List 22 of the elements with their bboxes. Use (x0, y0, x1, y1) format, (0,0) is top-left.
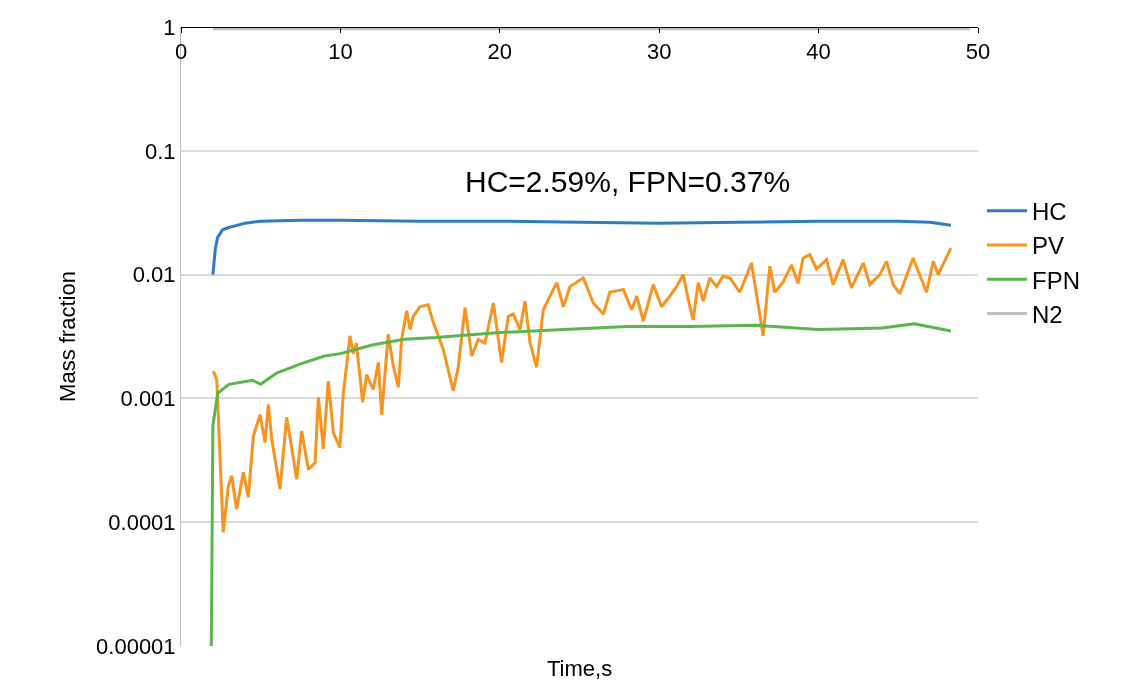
legend-label: PV (1031, 232, 1064, 260)
x-tick-label: 20 (487, 39, 513, 65)
y-tick-label: 1 (163, 14, 176, 40)
legend-label: FPN (1031, 266, 1080, 294)
legend-label: HC (1031, 198, 1067, 226)
y-tick-label: 0.001 (120, 386, 176, 412)
x-tick-label: 0 (174, 39, 188, 65)
y-axis-title: Mass fraction (54, 271, 80, 402)
x-tick-label: 40 (806, 39, 831, 65)
y-tick-label: 0.1 (145, 138, 176, 164)
line-series (211, 246, 953, 534)
x-tick-label: 50 (965, 39, 991, 65)
y-tick-label: 0.00001 (96, 633, 176, 659)
line-series (209, 322, 953, 646)
y-tick-label: 0.01 (132, 262, 176, 288)
legend-label: N2 (1031, 300, 1063, 328)
line-series (211, 218, 953, 277)
y-tick-label: 0.0001 (108, 509, 176, 535)
x-tick-label: 30 (646, 39, 672, 65)
annotation: HC=2.59%, FPN=0.37% (465, 165, 791, 198)
x-axis-title: Time,s (547, 656, 613, 681)
x-tick-label: 10 (328, 39, 353, 65)
